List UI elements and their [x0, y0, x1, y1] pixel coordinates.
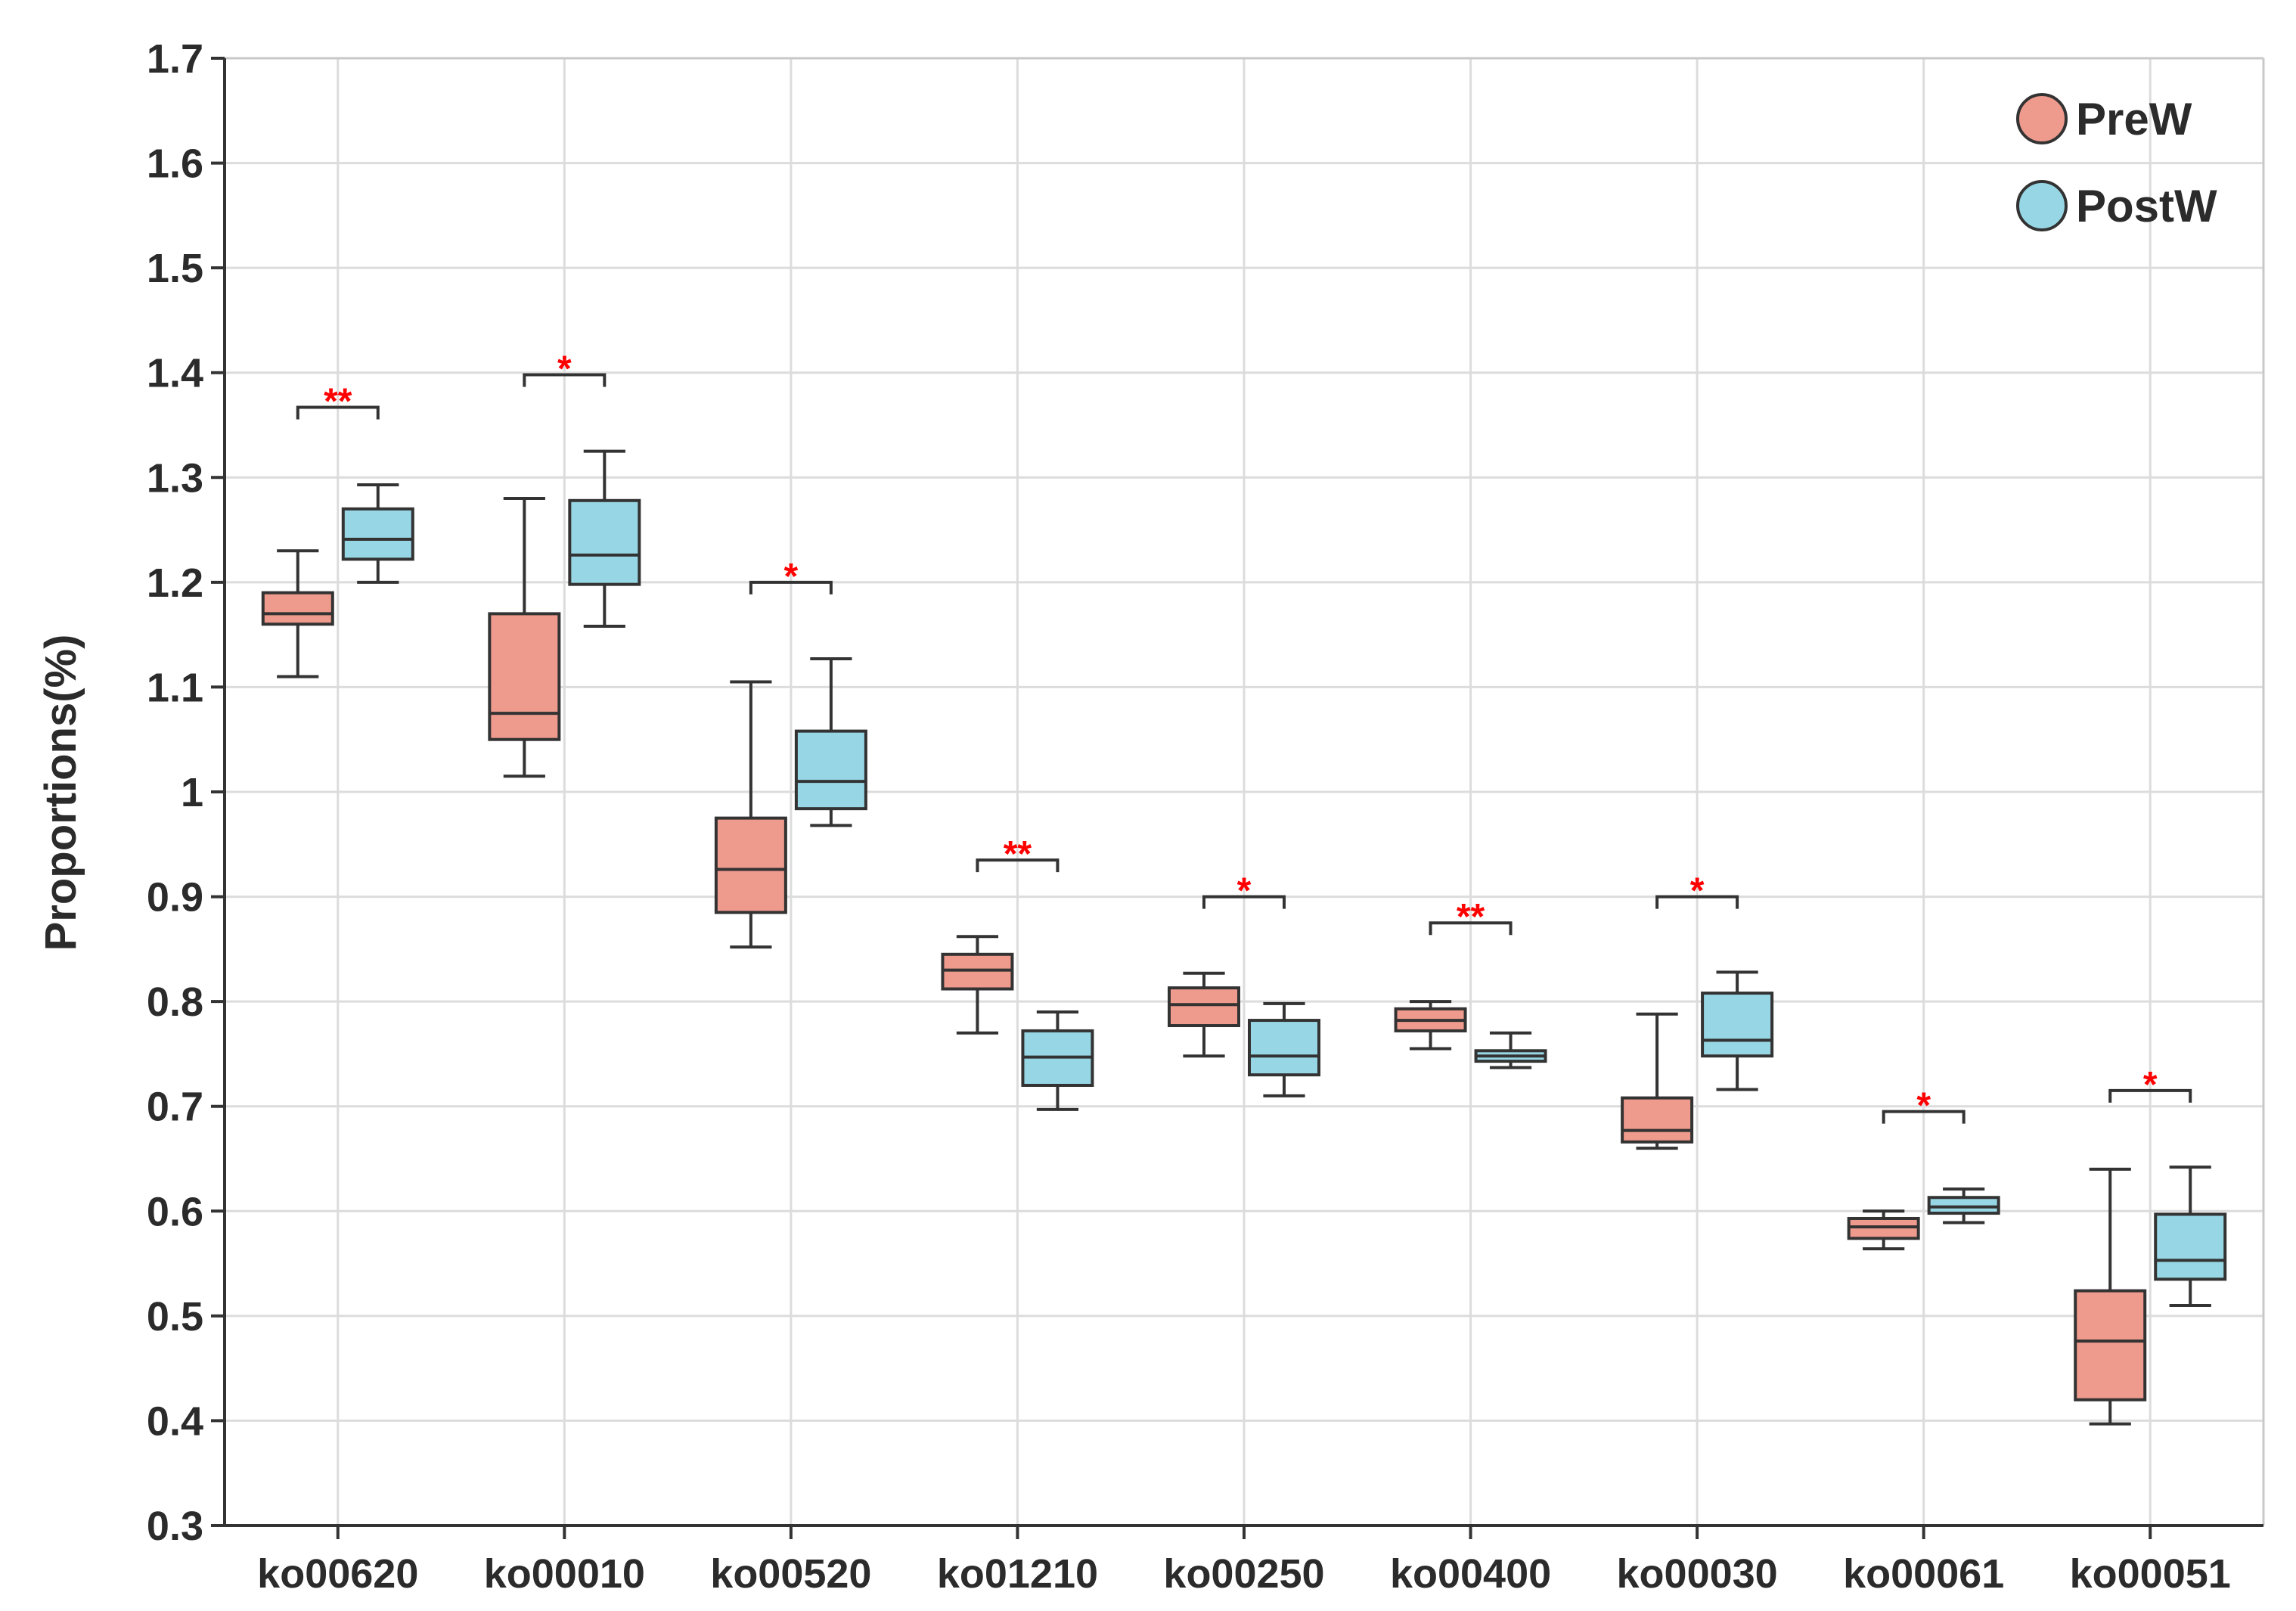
box-prew-ko00250	[1168, 971, 1240, 1058]
legend-swatch-postw	[2016, 180, 2068, 231]
significance-ko00030: *	[1655, 871, 1739, 911]
box-postw-ko00010	[568, 449, 641, 629]
y-axis-title: Proportions(%)	[36, 635, 85, 951]
box-iqr	[1168, 986, 1240, 1028]
y-tick-label: 0.4	[147, 1398, 203, 1444]
box-prew-ko00400	[1394, 1000, 1467, 1051]
box-iqr	[794, 729, 867, 811]
significance-bracket	[749, 580, 833, 594]
box-prew-ko00010	[488, 497, 561, 778]
significance-ko00061: *	[1882, 1086, 1966, 1126]
significance-label: *	[557, 349, 572, 389]
box-postw-ko00061	[1927, 1187, 2000, 1225]
significance-label: *	[1237, 871, 1252, 911]
y-tick-label: 1.6	[147, 141, 203, 187]
x-tick-label: ko00030	[1617, 1551, 1778, 1597]
y-tick-label: 0.9	[147, 875, 203, 920]
box-postw-ko00051	[2154, 1166, 2227, 1307]
box-iqr	[568, 498, 641, 586]
x-tick-label: ko00051	[2070, 1551, 2231, 1597]
box-postw-ko00400	[1474, 1031, 1547, 1069]
grid-layer	[225, 57, 2265, 1526]
y-tick-label: 0.6	[147, 1189, 203, 1234]
box-prew-ko00030	[1621, 1012, 1694, 1150]
y-tick-label: 1	[181, 770, 203, 815]
box-iqr	[1847, 1216, 1920, 1240]
legend-label-postw: PostW	[2076, 181, 2217, 231]
y-tick-label: 0.7	[147, 1085, 203, 1130]
significance-label: *	[2143, 1065, 2158, 1105]
axis-layer: 0.3 0.4 0.5 0.6 0.7 0.8 0.9 1 1.1 1.2 1.3 1.4 1.5 1.6…	[147, 36, 2263, 1597]
x-tick-label: ko00061	[1843, 1551, 2004, 1597]
significance-bracket	[1655, 895, 1739, 909]
box-prew-ko00620	[261, 549, 334, 678]
box-iqr	[941, 952, 1014, 991]
y-tick-label: 1.4	[147, 351, 203, 396]
significance-label: *	[784, 557, 799, 597]
significance-bracket	[523, 373, 607, 387]
legend-label-prew: PreW	[2076, 94, 2192, 144]
box-postw-ko00520	[794, 657, 867, 827]
plot-layer: ************	[261, 349, 2227, 1426]
x-tick-label: ko00010	[484, 1551, 645, 1597]
box-prew-ko01210	[941, 935, 1014, 1035]
box-prew-ko00520	[714, 680, 787, 949]
significance-ko00520: *	[749, 557, 833, 597]
significance-bracket	[1429, 921, 1513, 936]
significance-ko00400: **	[1429, 897, 1513, 937]
box-iqr	[1927, 1196, 2000, 1215]
box-postw-ko00620	[341, 483, 414, 584]
significance-bracket	[976, 858, 1060, 873]
box-prew-ko00061	[1847, 1209, 1920, 1251]
box-iqr	[1621, 1096, 1694, 1144]
significance-label: *	[1916, 1086, 1931, 1126]
y-tick-label: 0.3	[147, 1504, 203, 1549]
significance-label: **	[1457, 897, 1485, 937]
legend: PreW PostW	[2016, 93, 2217, 231]
box-iqr	[714, 816, 787, 914]
significance-bracket	[296, 405, 380, 420]
significance-ko01210: **	[976, 834, 1060, 874]
significance-label: *	[1690, 871, 1705, 911]
legend-swatch-prew	[2016, 93, 2068, 144]
box-prew-ko00051	[2074, 1167, 2147, 1426]
y-tick-label: 0.5	[147, 1294, 203, 1339]
significance-label: **	[1004, 834, 1032, 874]
x-tick-label: ko00520	[710, 1551, 871, 1597]
significance-bracket	[2108, 1088, 2192, 1103]
box-iqr	[2074, 1289, 2147, 1401]
box-iqr	[1248, 1019, 1320, 1077]
box-postw-ko00250	[1248, 1001, 1320, 1097]
significance-ko00250: *	[1202, 871, 1286, 911]
x-tick-label: ko01210	[937, 1551, 1098, 1597]
box-postw-ko01210	[1021, 1010, 1094, 1111]
box-iqr	[2154, 1212, 2227, 1281]
box-postw-ko00030	[1701, 970, 1774, 1091]
y-tick-label: 1.2	[147, 560, 203, 606]
significance-ko00051: *	[2108, 1065, 2192, 1105]
box-iqr	[1701, 992, 1774, 1058]
significance-bracket	[1202, 895, 1286, 909]
significance-ko00010: *	[523, 349, 607, 389]
box-iqr	[341, 507, 414, 561]
y-tick-label: 1.7	[147, 36, 203, 82]
significance-ko00620: **	[296, 381, 380, 421]
y-tick-label: 0.8	[147, 979, 203, 1025]
y-tick-label: 1.5	[147, 246, 203, 291]
x-tick-label: ko00250	[1163, 1551, 1324, 1597]
significance-label: **	[324, 381, 352, 421]
x-tick-label: ko00400	[1390, 1551, 1551, 1597]
x-tick-label: ko00620	[257, 1551, 418, 1597]
y-tick-label: 1.1	[147, 665, 203, 710]
box-iqr	[488, 612, 561, 741]
y-tick-label: 1.3	[147, 455, 203, 501]
box-iqr	[261, 591, 334, 626]
significance-bracket	[1882, 1110, 1966, 1124]
